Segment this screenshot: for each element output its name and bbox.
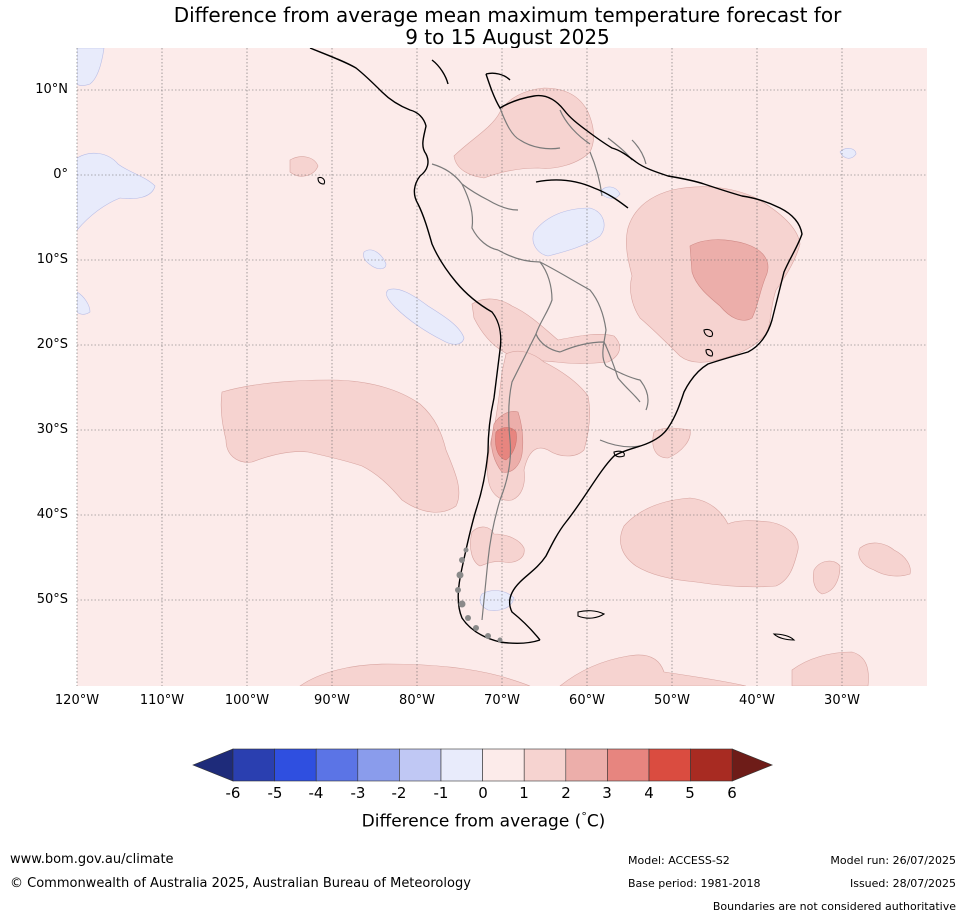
colorbar-cell (315, 748, 359, 782)
colorbar-label: 3 (602, 784, 612, 802)
colorbar-title-main: Difference from average ( (361, 811, 582, 832)
footer-issued: Issued: 28/07/2025 (849, 877, 956, 890)
colorbar-label: -5 (267, 784, 283, 802)
graticule (76, 48, 927, 686)
colorbar-extend-high (731, 748, 774, 782)
footer-model: Model: ACCESS-S2 (628, 854, 730, 867)
colorbar-label: 0 (478, 784, 488, 802)
warm-patch-bolivia (471, 298, 620, 364)
title-line-1: Difference from average mean maximum tem… (173, 3, 842, 27)
warm-patch-brazil-core (689, 239, 769, 321)
cool-patch-atlantic-eq (839, 148, 857, 159)
lat-tick-10s: 10°S (36, 252, 68, 267)
colorbar-cell (648, 748, 691, 782)
colorbar-label: -2 (391, 784, 407, 802)
warm-patch-uruguay (652, 427, 691, 459)
cool-patch-pacific-18s (386, 288, 465, 345)
colorbar-label: 4 (644, 784, 654, 802)
colorbar-cell (690, 748, 733, 782)
warm-patch-south-pacific-bottom (299, 663, 531, 686)
fjord-coast (455, 547, 503, 643)
warm-patch-south-atlantic-bottom (559, 654, 747, 686)
lon-tick-90w: 90°W (314, 693, 350, 708)
warm-patch-south-atlantic (620, 497, 799, 588)
warm-patch-atlantic-east-1 (812, 560, 841, 595)
coastline (309, 48, 803, 645)
colorbar-label: 5 (685, 784, 695, 802)
lat-tick-20s: 20°S (36, 337, 68, 352)
coastlines-and-borders (309, 48, 803, 645)
colorbar-cell (274, 748, 317, 782)
colorbar-cell (399, 748, 442, 782)
colorbar-title: Difference from average (°C) (0, 810, 965, 832)
lon-tick-120w: 120°W (54, 693, 100, 708)
colorbar-label: 1 (519, 784, 529, 802)
colorbar-cell (523, 748, 567, 782)
colorbar-label: 2 (561, 784, 571, 802)
colorbar-label: -4 (308, 784, 324, 802)
footer-base-period: Base period: 1981-2018 (628, 877, 761, 890)
cool-patch-guiana (599, 186, 621, 199)
colorbar-label: -3 (350, 784, 366, 802)
map-title: Difference from average mean maximum tem… (0, 4, 965, 48)
warm-patch-colombia-venezuela (453, 87, 594, 179)
cool-patch-west-equator (77, 152, 156, 231)
footer-disclaimer: Boundaries are not considered authoritat… (712, 900, 956, 913)
lon-tick-70w: 70°W (484, 693, 520, 708)
cool-patch-west-15s (77, 291, 91, 315)
cool-patch-northwest (77, 48, 105, 86)
warm-patch-pacific-east (289, 156, 319, 177)
lon-tick-30w: 30°W (824, 693, 860, 708)
cool-patch-patagonia (479, 590, 515, 611)
colorbar-title-end: C) (586, 811, 606, 832)
colorbar-extend-low (192, 748, 234, 782)
islands (317, 176, 796, 641)
lat-tick-40s: 40°S (36, 507, 68, 522)
warm-patch-far-southeast (791, 651, 869, 686)
colorbar-cell (607, 748, 650, 782)
colorbar-title-degree: ° (581, 810, 587, 823)
anomaly-fields (77, 48, 911, 686)
country-borders (431, 107, 649, 621)
footer-copyright: © Commonwealth of Australia 2025, Austra… (10, 876, 471, 891)
footer-model-run: Model run: 26/07/2025 (830, 854, 956, 867)
colorbar-label: -6 (225, 784, 241, 802)
colorbar-label: -1 (433, 784, 449, 802)
lat-tick-0: 0° (53, 167, 68, 182)
lon-tick-100w: 100°W (224, 693, 270, 708)
colorbar-cell (232, 748, 275, 782)
lon-tick-80w: 80°W (399, 693, 435, 708)
colorbar-cell (482, 748, 525, 782)
colorbar-label: 6 (727, 784, 737, 802)
warm-patch-pacific-south (220, 379, 460, 513)
footer-url: www.bom.gov.au/climate (10, 852, 174, 867)
lon-tick-60w: 60°W (569, 693, 605, 708)
warm-patch-patagonia-coast (470, 526, 525, 567)
lat-tick-10n: 10°N (35, 82, 68, 97)
colorbar-cell (440, 748, 483, 782)
title-line-2: 9 to 15 August 2025 (405, 25, 610, 49)
warm-patch-atlantic-east-2 (858, 542, 911, 577)
lat-tick-50s: 50°S (36, 592, 68, 607)
colorbar-cell (357, 748, 400, 782)
lon-tick-50w: 50°W (654, 693, 690, 708)
cool-patch-amazon (532, 207, 605, 257)
lon-tick-110w: 110°W (139, 693, 185, 708)
lon-tick-40w: 40°W (739, 693, 775, 708)
lat-tick-30s: 30°S (36, 422, 68, 437)
colorbar (192, 748, 774, 782)
warm-patch-andes-peak (495, 427, 517, 461)
colorbar-cell (565, 748, 608, 782)
